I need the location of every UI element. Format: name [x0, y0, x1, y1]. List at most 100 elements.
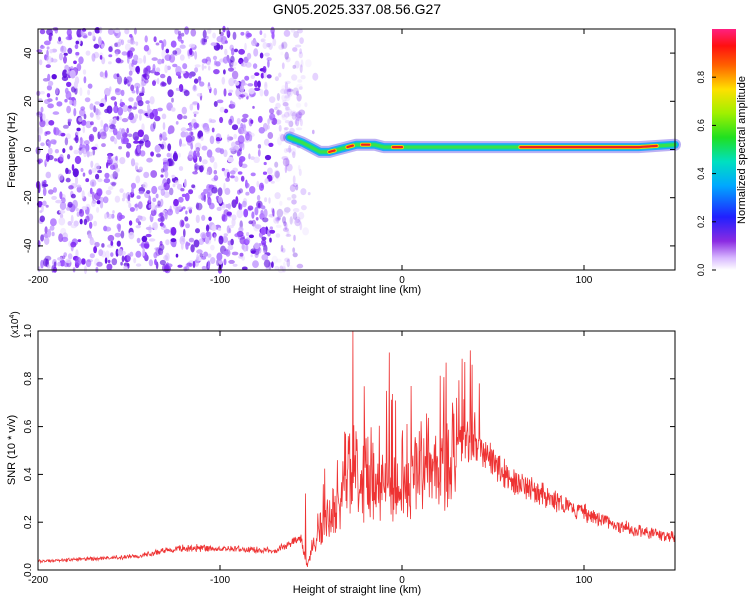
noise-blob [163, 191, 170, 199]
noise-blob [142, 247, 146, 257]
noise-blob [83, 218, 88, 226]
noise-blob [312, 129, 315, 135]
noise-blob [159, 212, 164, 217]
noise-blob [172, 183, 176, 188]
noise-blob [105, 250, 110, 260]
noise-blob [129, 40, 136, 45]
noise-blob [180, 143, 187, 147]
noise-blob [274, 265, 280, 271]
snr-y-scale: (x104) [9, 311, 21, 338]
noise-blob [126, 253, 131, 262]
noise-blob [91, 53, 96, 62]
noise-blob [104, 70, 108, 78]
noise-blob [54, 158, 57, 162]
noise-blob [216, 206, 222, 211]
noise-blob [238, 48, 246, 55]
noise-blob [66, 206, 71, 211]
noise-blob [292, 252, 298, 258]
noise-blob [152, 80, 156, 86]
noise-blob [196, 102, 200, 111]
noise-blob [283, 89, 289, 95]
noise-blob [234, 48, 238, 53]
noise-blob [231, 47, 235, 56]
noise-blob [47, 154, 54, 161]
noise-blob [289, 127, 295, 134]
noise-blob [293, 218, 299, 223]
noise-blob [196, 249, 203, 254]
noise-blob [143, 67, 149, 76]
noise-blob [259, 30, 263, 35]
noise-blob [244, 42, 247, 51]
noise-blob [211, 224, 217, 232]
noise-blob [223, 88, 227, 97]
noise-blob [59, 213, 64, 219]
noise-blob [141, 236, 146, 242]
noise-blob [248, 153, 251, 160]
noise-blob [284, 95, 290, 99]
colorbar-ticks: 0.0 0.2 0.4 0.6 0.8 [696, 71, 716, 276]
noise-blob [295, 111, 303, 119]
noise-blob [213, 101, 218, 107]
noise-blob [154, 258, 157, 266]
noise-blob [197, 130, 204, 139]
noise-blob [230, 100, 233, 105]
noise-blob [56, 101, 63, 107]
noise-blob [134, 82, 141, 89]
noise-blob [79, 209, 85, 217]
noise-blob [137, 109, 144, 114]
noise-blob [76, 127, 81, 132]
noise-blob [160, 174, 164, 178]
noise-blob [286, 88, 292, 93]
noise-blob [42, 200, 47, 207]
noise-blob [194, 50, 198, 60]
noise-blob [133, 27, 137, 35]
noise-blob [95, 108, 99, 116]
noise-blob [263, 138, 270, 146]
noise-blob [227, 244, 234, 251]
noise-blob [264, 154, 272, 161]
noise-blob [99, 200, 104, 209]
noise-blob [64, 137, 69, 146]
noise-blob [207, 260, 211, 269]
noise-blob [262, 66, 267, 73]
noise-blob [284, 94, 291, 102]
noise-blob [180, 32, 185, 37]
noise-blob [194, 67, 199, 73]
noise-blob [194, 64, 201, 68]
noise-blob [87, 151, 94, 157]
noise-blob [296, 263, 304, 269]
noise-blob [41, 181, 47, 189]
noise-blob [232, 31, 237, 40]
noise-blob [152, 121, 156, 130]
noise-blob [283, 127, 288, 135]
noise-blob [120, 230, 125, 239]
noise-blob [289, 184, 296, 192]
noise-blob [273, 219, 277, 223]
noise-blob [274, 217, 281, 222]
noise-blob [263, 161, 267, 166]
noise-blob [202, 159, 208, 165]
noise-blob [110, 135, 116, 142]
noise-blob [92, 126, 98, 133]
noise-blob [253, 48, 259, 57]
noise-blob [40, 259, 44, 269]
noise-blob [284, 103, 289, 112]
noise-blob [165, 48, 170, 54]
noise-blob [304, 102, 308, 108]
noise-blob [148, 259, 154, 267]
noise-blob [107, 259, 111, 264]
noise-blob [263, 208, 268, 218]
noise-blob [282, 210, 289, 215]
noise-blob [111, 213, 115, 219]
noise-blob [55, 199, 62, 204]
noise-blob [160, 198, 164, 207]
noise-blob [285, 233, 292, 237]
noise-blob [120, 136, 126, 145]
noise-blob [149, 96, 155, 105]
noise-blob [94, 241, 100, 248]
noise-blob [175, 206, 180, 215]
noise-blob [133, 54, 139, 61]
y-tick-label: 0.6 [23, 419, 34, 433]
noise-blob [167, 208, 173, 216]
noise-blob [248, 88, 255, 95]
